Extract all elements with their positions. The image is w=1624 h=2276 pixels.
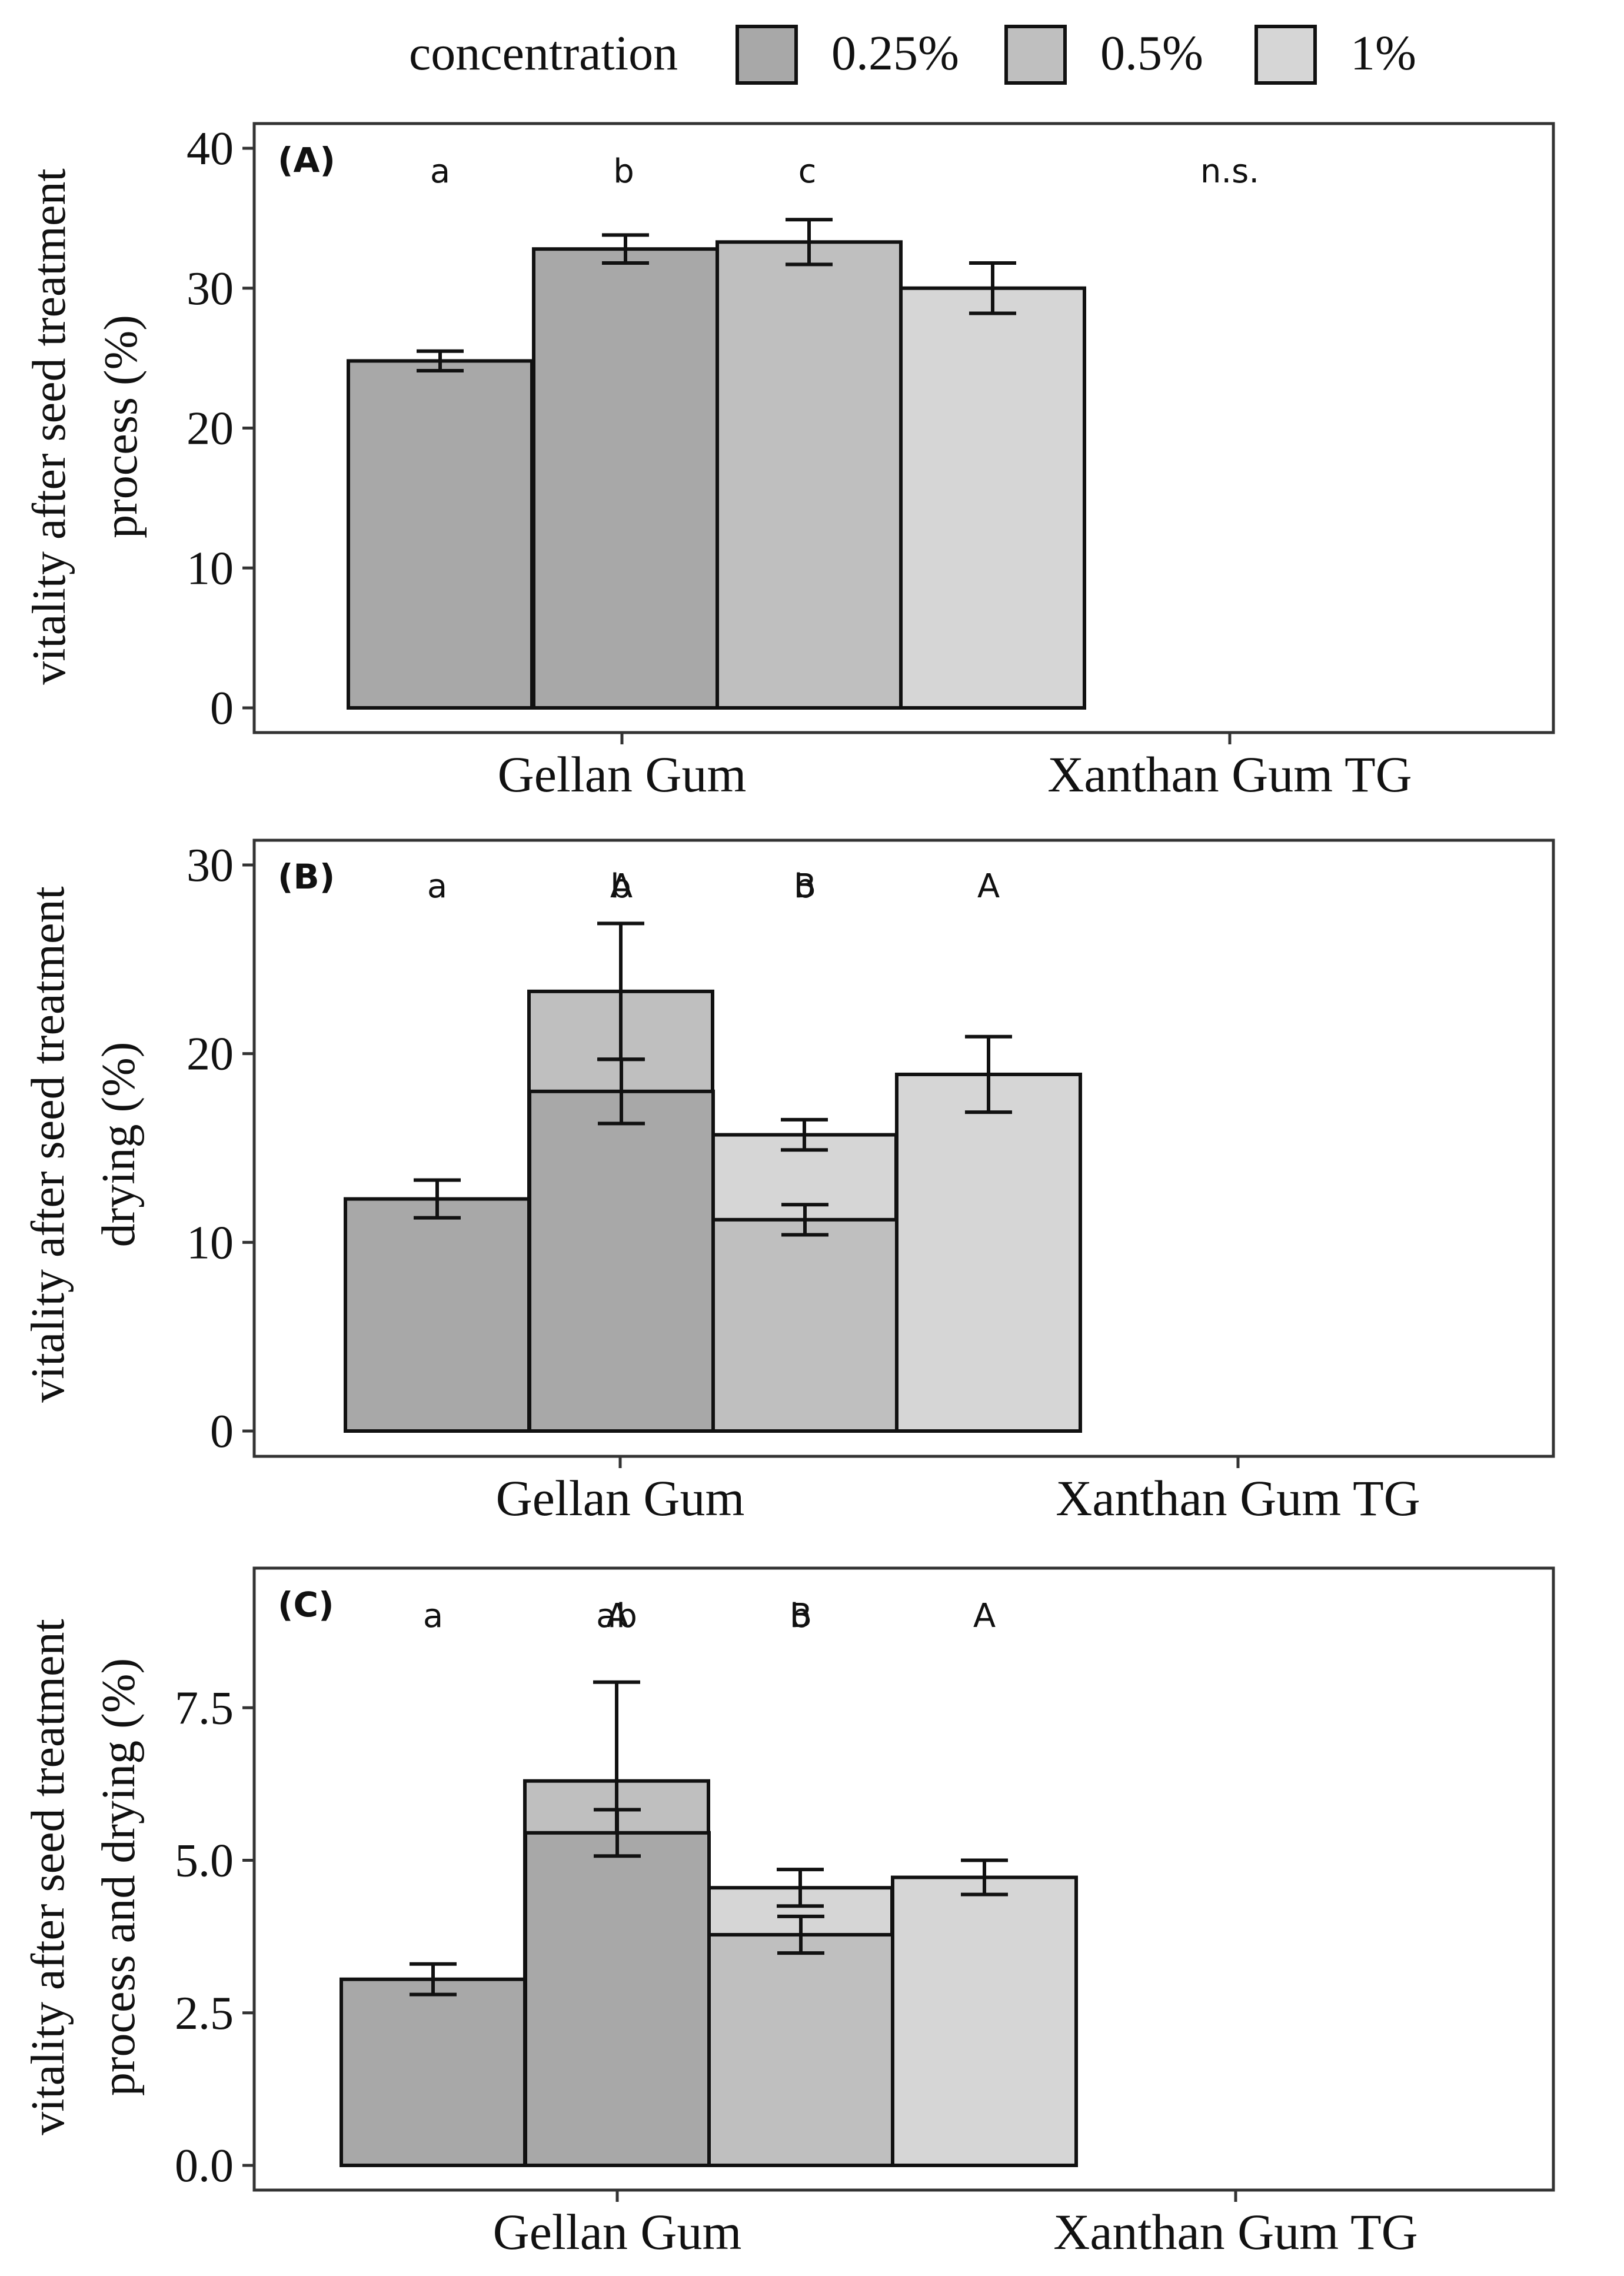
significance-label: b <box>794 867 815 906</box>
legend-swatch <box>1004 25 1067 85</box>
y-axis-label: vitality after seed treatment <box>22 1619 74 2135</box>
significance-label: ab <box>596 1597 637 1635</box>
error-bar <box>417 349 464 373</box>
error-bar <box>602 233 649 265</box>
significance-label: A <box>606 1597 628 1635</box>
plot-frame <box>252 838 1555 1458</box>
y-tick-label: 0 <box>210 683 234 734</box>
x-tick-label: Xanthan Gum TG <box>1047 746 1412 803</box>
y-tick-label: 0.0 <box>175 2140 234 2192</box>
y-tick-label: 0 <box>210 1406 234 1458</box>
bar <box>347 359 534 710</box>
error-bar <box>414 1178 461 1220</box>
y-tick-label: 10 <box>187 543 234 594</box>
y-tick-label: 10 <box>187 1217 234 1269</box>
bar <box>895 1072 1082 1433</box>
y-tick-label: 30 <box>187 263 234 315</box>
y-axis-label: process (%) <box>95 315 147 538</box>
bar <box>528 1089 715 1433</box>
panel-label: (B) <box>278 857 335 897</box>
significance-label: A <box>977 867 1000 906</box>
bar <box>707 1933 894 2168</box>
x-tick-label: Xanthan Gum TG <box>1056 1470 1420 1526</box>
y-tick-label: 2.5 <box>175 1988 234 2039</box>
panel-a: 0 10 20 30 40 Gellan Gum Xanthan Gum TG vitalit… <box>24 122 1555 803</box>
bar <box>899 286 1086 710</box>
panel-label: (A) <box>278 140 335 180</box>
x-tick-label: Xanthan Gum TG <box>1053 2204 1417 2260</box>
bar <box>340 1977 527 2167</box>
legend-label: 1% <box>1350 26 1416 81</box>
legend-label: 0.5% <box>1100 26 1203 81</box>
significance-label: b <box>790 1597 811 1635</box>
significance-label: a <box>423 1597 443 1635</box>
panel-c: 0.0 2.5 5.0 7.5 Gellan Gum Xanthan Gum TG vita… <box>22 1566 1555 2260</box>
legend-swatch <box>736 25 798 85</box>
significance-label: b <box>613 152 634 191</box>
y-tick-label: 40 <box>187 123 234 175</box>
error-bar <box>965 1034 1012 1114</box>
significance-label: n.s. <box>1200 152 1259 191</box>
bar <box>532 247 719 710</box>
error-bar <box>961 1858 1008 1896</box>
x-tick-label: Gellan Gum <box>498 746 747 803</box>
panel-label: (C) <box>278 1585 334 1625</box>
legend-title: concentration <box>409 26 678 81</box>
legend-swatch <box>1254 25 1317 85</box>
y-axis-label: vitality after seed treatment <box>24 168 75 684</box>
y-tick-label: 30 <box>187 840 234 891</box>
plot-frame <box>252 1566 1555 2192</box>
y-tick-label: 5.0 <box>175 1835 234 1887</box>
x-tick-label: Gellan Gum <box>493 2204 742 2260</box>
significance-label: a <box>427 867 447 906</box>
y-tick-label: 20 <box>187 403 234 455</box>
significance-label: B <box>790 1597 812 1635</box>
error-bar <box>969 261 1016 315</box>
significance-label: B <box>794 867 816 906</box>
bar <box>891 1875 1078 2168</box>
significance-label: b <box>610 867 631 906</box>
panel-b: 0 10 20 30 Gellan Gum Xanthan Gum TG vitality … <box>22 838 1555 1526</box>
error-bar <box>410 1962 457 1997</box>
significance-label: A <box>610 867 633 906</box>
bar <box>344 1197 531 1433</box>
bar <box>716 240 903 710</box>
y-tick-label: 7.5 <box>175 1682 234 1734</box>
y-tick-label: 20 <box>187 1029 234 1080</box>
significance-label: a <box>430 152 450 191</box>
y-axis-label: process and drying (%) <box>93 1658 145 2096</box>
x-tick-label: Gellan Gum <box>496 1470 745 1526</box>
significance-label: A <box>973 1597 996 1635</box>
legend-label: 0.25% <box>831 26 959 81</box>
legend: concentration 0.25% 0.5% 1% <box>409 25 1416 85</box>
error-bar <box>781 1117 828 1152</box>
bar <box>524 1831 711 2167</box>
error-bar <box>777 1914 824 1955</box>
y-axis-label: drying (%) <box>93 1042 145 1247</box>
error-bar <box>781 1203 828 1237</box>
error-bar <box>786 218 833 267</box>
bar <box>711 1217 898 1433</box>
significance-label: c <box>798 152 817 191</box>
error-bar <box>777 1868 824 1908</box>
error-bar <box>594 1808 641 1858</box>
error-bar <box>598 1057 645 1126</box>
y-axis-label: vitality after seed treatment <box>22 886 74 1402</box>
